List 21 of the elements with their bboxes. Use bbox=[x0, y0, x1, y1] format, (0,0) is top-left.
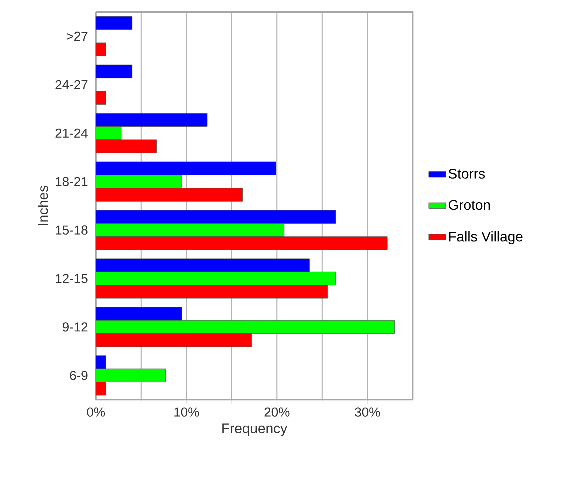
x-axis-title: Frequency bbox=[222, 424, 288, 436]
y-tick-label: 15-18 bbox=[56, 226, 88, 235]
x-tick-label: 20% bbox=[264, 408, 290, 417]
y-tick-label: 24-27 bbox=[56, 80, 88, 90]
x-tick-label: 30% bbox=[355, 408, 380, 417]
y-tick-label: 21-24 bbox=[56, 128, 88, 138]
y-tick-label: 12-15 bbox=[56, 274, 88, 284]
legend-label: Storrs bbox=[448, 168, 486, 179]
bar bbox=[96, 91, 106, 105]
legend-label: Falls Village bbox=[449, 231, 523, 245]
bar bbox=[96, 16, 133, 30]
y-tick-label: 6-9 bbox=[70, 371, 88, 380]
x-tick-label: 0% bbox=[87, 408, 106, 417]
y-tick-label: >27 bbox=[66, 32, 88, 41]
bar bbox=[96, 64, 133, 78]
y-tick-label: 9-12 bbox=[62, 322, 88, 332]
y-axis-title: Inches bbox=[38, 186, 48, 226]
legend-label: Groton bbox=[448, 200, 490, 210]
x-tick-label: 10% bbox=[174, 408, 200, 417]
bar bbox=[96, 42, 106, 56]
y-tick-label: 18-21 bbox=[56, 177, 88, 186]
